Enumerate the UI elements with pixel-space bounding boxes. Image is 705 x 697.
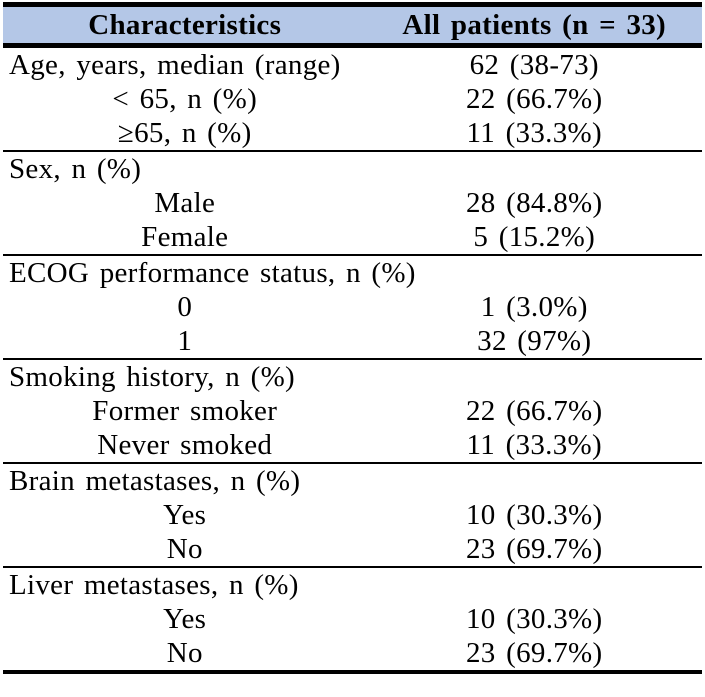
table-row: Yes 10 (30.3%) [3, 602, 702, 636]
row-label: Liver metastases, n (%) [9, 569, 299, 601]
table-row: No 23 (69.7%) [3, 532, 702, 566]
table-row: Sex, n (%) [3, 152, 702, 186]
row-value: 11 (33.3%) [466, 429, 602, 461]
table-row: Smoking history, n (%) [3, 360, 702, 394]
table-section: Sex, n (%) Male 28 (84.8%) Female 5 (15.… [3, 152, 702, 256]
row-value [366, 568, 702, 602]
table-row: Male 28 (84.8%) [3, 186, 702, 220]
row-value: 11 (33.3%) [466, 117, 602, 149]
row-value [366, 464, 702, 498]
row-value: 22 (66.7%) [465, 83, 603, 115]
row-label: ≥65, n (%) [117, 117, 252, 149]
table-section: Smoking history, n (%) Former smoker 22 … [3, 360, 702, 464]
table-row: Brain metastases, n (%) [3, 464, 702, 498]
row-label: No [166, 533, 203, 565]
table-row: < 65, n (%) 22 (66.7%) [3, 82, 702, 116]
table-row: Liver metastases, n (%) [3, 568, 702, 602]
row-value: 10 (30.3%) [465, 499, 603, 531]
row-label: Age, years, median (range) [9, 49, 341, 81]
table-header-row: Characteristics All patients (n = 33) [3, 7, 702, 48]
table-row: Age, years, median (range) 62 (38-73) [3, 48, 702, 82]
row-value [366, 256, 702, 290]
row-value [366, 152, 702, 186]
table-row: Former smoker 22 (66.7%) [3, 394, 702, 428]
row-label: Smoking history, n (%) [9, 361, 295, 393]
row-value: 22 (66.7%) [465, 395, 603, 427]
table-row: ECOG performance status, n (%) [3, 256, 702, 290]
row-label: Yes [163, 499, 207, 531]
row-value: 62 (38-73) [469, 49, 599, 81]
row-label: Yes [163, 603, 207, 635]
table-section: Liver metastases, n (%) Yes 10 (30.3%) N… [3, 568, 702, 670]
row-label: ECOG performance status, n (%) [9, 257, 416, 289]
row-label: Sex, n (%) [9, 153, 142, 185]
row-label: 0 [177, 291, 193, 323]
table-row: 0 1 (3.0%) [3, 290, 702, 324]
row-label: Female [141, 221, 229, 253]
table-row: Never smoked 11 (33.3%) [3, 428, 702, 462]
header-all-patients: All patients (n = 33) [402, 9, 667, 41]
table-section: ECOG performance status, n (%) 0 1 (3.0%… [3, 256, 702, 360]
row-value: 32 (97%) [477, 325, 592, 357]
row-value [366, 360, 702, 394]
header-characteristics: Characteristics [88, 9, 282, 41]
table-section: Brain metastases, n (%) Yes 10 (30.3%) N… [3, 464, 702, 568]
row-label: Brain metastases, n (%) [9, 465, 301, 497]
table-row: ≥65, n (%) 11 (33.3%) [3, 116, 702, 150]
row-label: Never smoked [97, 429, 273, 461]
row-value: 1 (3.0%) [480, 291, 588, 323]
table-row: No 23 (69.7%) [3, 636, 702, 670]
patient-characteristics-table: Characteristics All patients (n = 33) Ag… [3, 2, 702, 674]
row-label: Male [154, 187, 216, 219]
table-section: Age, years, median (range) 62 (38-73) < … [3, 48, 702, 152]
row-label: 1 [177, 325, 193, 357]
row-value: 10 (30.3%) [465, 603, 603, 635]
table-row: Yes 10 (30.3%) [3, 498, 702, 532]
row-value: 5 (15.2%) [473, 221, 596, 253]
table-row: 1 32 (97%) [3, 324, 702, 358]
table-body: Age, years, median (range) 62 (38-73) < … [3, 48, 702, 670]
row-label: Former smoker [92, 395, 278, 427]
table-row: Female 5 (15.2%) [3, 220, 702, 254]
row-label: < 65, n (%) [112, 83, 258, 115]
row-value: 23 (69.7%) [465, 637, 603, 669]
row-label: No [166, 637, 203, 669]
row-value: 28 (84.8%) [465, 187, 603, 219]
row-value: 23 (69.7%) [465, 533, 603, 565]
